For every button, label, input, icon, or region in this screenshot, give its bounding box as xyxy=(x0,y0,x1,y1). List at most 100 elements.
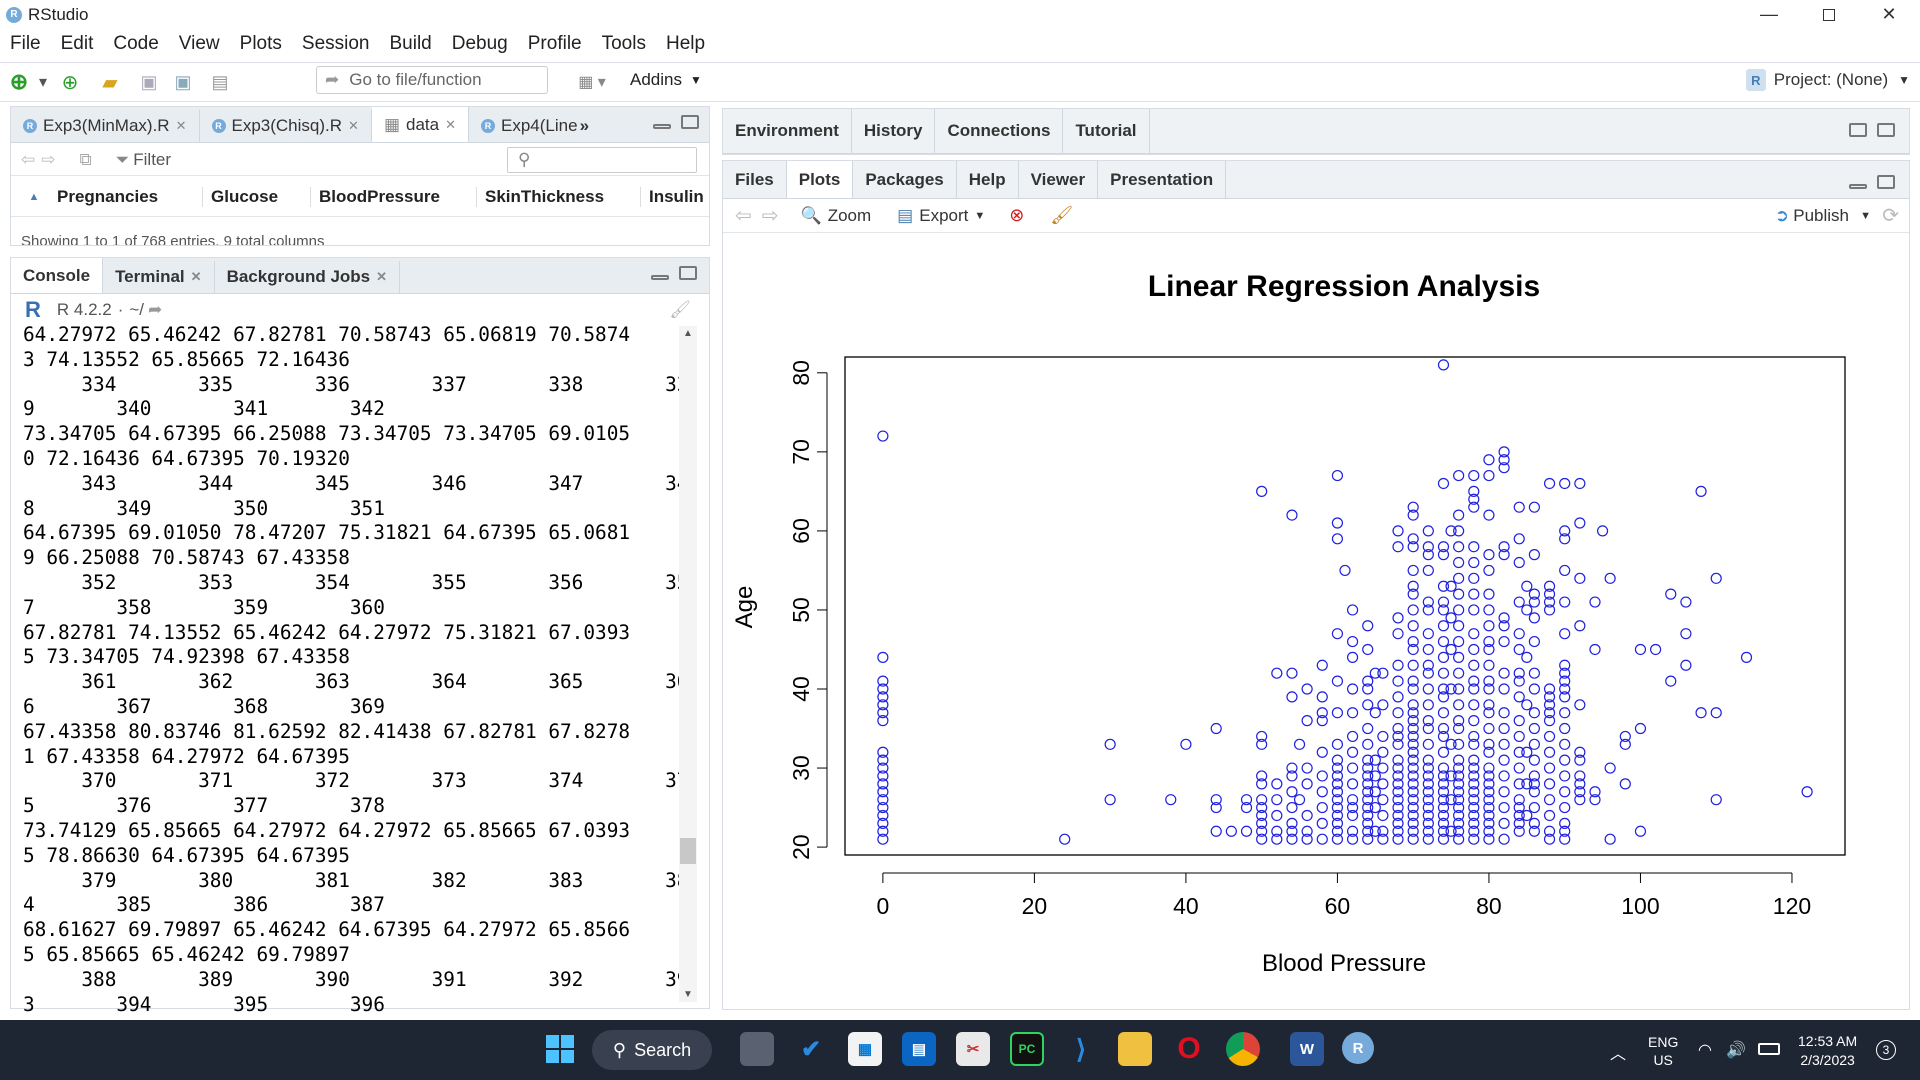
tab-connections[interactable]: Connections xyxy=(935,109,1064,153)
tab-presentation[interactable]: Presentation xyxy=(1098,161,1227,198)
tab-background-jobs[interactable]: Background Jobs ✕ xyxy=(215,261,401,293)
menu-file[interactable]: File xyxy=(10,33,41,54)
rstudio-taskbar-icon[interactable]: R xyxy=(1342,1032,1374,1064)
file-explorer-icon[interactable] xyxy=(1118,1032,1152,1066)
zoom-icon[interactable]: 🔍 xyxy=(800,205,822,225)
tab-packages[interactable]: Packages xyxy=(853,161,957,198)
workspace-panes-button[interactable]: ▦ ▾ xyxy=(572,69,612,95)
menu-build[interactable]: Build xyxy=(389,33,432,54)
close-icon[interactable]: ✕ xyxy=(348,118,359,133)
publish-icon[interactable]: ➲ xyxy=(1774,205,1789,225)
menu-edit[interactable]: Edit xyxy=(60,33,94,54)
task-view-icon[interactable] xyxy=(740,1032,774,1066)
sort-ascending-icon[interactable]: ▲ xyxy=(28,190,40,203)
todo-icon[interactable]: ✔ xyxy=(800,1035,822,1063)
zoom-button[interactable]: Zoom xyxy=(827,205,872,225)
tab-exp3-chisq[interactable]: R Exp3(Chisq).R ✕ xyxy=(200,110,372,142)
tab-history[interactable]: History xyxy=(852,109,936,153)
menu-plots[interactable]: Plots xyxy=(239,33,282,54)
forward-arrow-icon[interactable]: ⇨ xyxy=(761,205,779,227)
maximize-pane-icon[interactable] xyxy=(681,115,699,129)
language-indicator[interactable]: ENG US xyxy=(1648,1034,1679,1068)
tab-console[interactable]: Console xyxy=(11,258,104,293)
new-project-button[interactable]: ⊕ xyxy=(52,69,88,95)
save-all-button[interactable]: ▣ xyxy=(166,69,200,95)
word-icon[interactable]: W xyxy=(1290,1032,1324,1066)
tab-data[interactable]: ▦ data ✕ xyxy=(371,107,470,142)
column-glucose[interactable]: Glucose xyxy=(203,186,311,207)
menu-profile[interactable]: Profile xyxy=(527,33,582,54)
opera-icon[interactable]: O xyxy=(1177,1032,1201,1065)
publish-button[interactable]: Publish xyxy=(1793,205,1849,225)
vscode-icon[interactable]: ⟩ xyxy=(1075,1033,1087,1064)
clock[interactable]: 12:53 AM 2/3/2023 xyxy=(1798,1032,1857,1070)
filter-icon[interactable]: ⏷ xyxy=(115,149,130,169)
menu-help[interactable]: Help xyxy=(665,33,706,54)
close-icon[interactable]: ✕ xyxy=(445,116,457,132)
goto-directory-icon[interactable]: ➦ xyxy=(148,300,163,319)
snipping-tool-icon[interactable]: ✂ xyxy=(956,1032,990,1066)
print-button[interactable]: ▤ xyxy=(200,69,240,95)
column-bloodpressure[interactable]: BloodPressure xyxy=(311,186,477,207)
menu-session[interactable]: Session xyxy=(301,33,370,54)
restore-pane-icon[interactable] xyxy=(1877,175,1895,189)
filter-button[interactable]: Filter xyxy=(133,149,172,169)
back-arrow-icon[interactable]: ⇦ xyxy=(21,149,36,169)
menu-code[interactable]: Code xyxy=(113,33,159,54)
minimize-pane-icon[interactable] xyxy=(653,124,671,129)
working-directory[interactable]: ~/ xyxy=(129,300,145,319)
tab-help[interactable]: Help xyxy=(957,161,1019,198)
wifi-icon[interactable]: ◠ xyxy=(1698,1042,1712,1059)
export-button[interactable]: Export xyxy=(919,205,969,225)
menu-debug[interactable]: Debug xyxy=(451,33,508,54)
battery-icon[interactable] xyxy=(1758,1043,1780,1055)
store-icon[interactable]: ▦ xyxy=(848,1032,882,1066)
remove-plot-icon[interactable]: ⊗ xyxy=(1009,205,1025,225)
chevron-down-icon[interactable]: ▼ xyxy=(974,209,986,222)
chevron-down-icon[interactable]: ▼ xyxy=(1860,209,1871,222)
scroll-down-icon[interactable]: ▼ xyxy=(683,989,693,1000)
notification-badge[interactable]: 3 xyxy=(1876,1040,1896,1060)
console-output[interactable]: 64.27972 65.46242 67.82781 70.58743 65.0… xyxy=(23,323,683,1013)
data-search-input[interactable]: ⚲ xyxy=(507,147,697,173)
column-skinthickness[interactable]: SkinThickness xyxy=(477,186,641,207)
minimize-pane-icon[interactable] xyxy=(1849,184,1867,189)
minimize-pane-icon[interactable] xyxy=(651,275,669,280)
close-icon[interactable]: ✕ xyxy=(175,118,187,133)
tray-chevron-icon[interactable]: ︿ xyxy=(1610,1046,1627,1063)
close-button[interactable]: ✕ xyxy=(1860,0,1918,29)
save-button[interactable]: ▣ xyxy=(132,69,166,95)
back-arrow-icon[interactable]: ⇦ xyxy=(735,205,752,227)
clear-plots-icon[interactable]: 🖌 xyxy=(1050,205,1074,225)
new-file-button[interactable]: ⊕ xyxy=(4,69,34,95)
forward-arrow-icon[interactable]: ⇨ xyxy=(41,149,56,169)
column-pregnancies[interactable]: Pregnancies xyxy=(57,186,203,207)
restore-pane-icon[interactable] xyxy=(1849,123,1867,137)
new-file-dropdown[interactable]: ▾ xyxy=(34,69,52,95)
tab-tutorial[interactable]: Tutorial xyxy=(1063,109,1150,153)
export-icon[interactable]: ▤ xyxy=(897,205,914,225)
tab-environment[interactable]: Environment xyxy=(723,109,852,153)
addins-menu[interactable]: Addins ▼ xyxy=(630,70,702,90)
column-insulin[interactable]: Insulin xyxy=(649,186,704,206)
tab-terminal[interactable]: Terminal ✕ xyxy=(103,261,215,293)
project-menu[interactable]: R Project: (None) ▼ xyxy=(1745,66,1910,94)
close-icon[interactable]: ✕ xyxy=(376,269,388,284)
popout-icon[interactable]: ⧉ xyxy=(79,149,92,169)
more-tabs-icon[interactable]: » xyxy=(579,116,590,135)
restore-button[interactable] xyxy=(1800,0,1858,29)
start-button[interactable] xyxy=(543,1032,577,1066)
menu-view[interactable]: View xyxy=(178,33,220,54)
goto-file-input[interactable]: ➦ Go to file/function xyxy=(316,66,548,94)
taskbar-search[interactable]: ⚲ Search xyxy=(592,1030,712,1070)
tab-plots[interactable]: Plots xyxy=(786,161,854,198)
chrome-icon[interactable] xyxy=(1226,1032,1260,1066)
volume-icon[interactable]: 🔊 xyxy=(1726,1042,1746,1059)
maximize-pane-icon[interactable] xyxy=(1877,123,1895,137)
pycharm-icon[interactable]: PC xyxy=(1010,1032,1044,1066)
scroll-up-icon[interactable]: ▲ xyxy=(683,328,693,339)
menu-tools[interactable]: Tools xyxy=(601,33,646,54)
refresh-icon[interactable]: ⟳ xyxy=(1882,205,1899,227)
tab-viewer[interactable]: Viewer xyxy=(1019,161,1099,198)
clear-console-icon[interactable]: 🖌 xyxy=(669,300,691,319)
